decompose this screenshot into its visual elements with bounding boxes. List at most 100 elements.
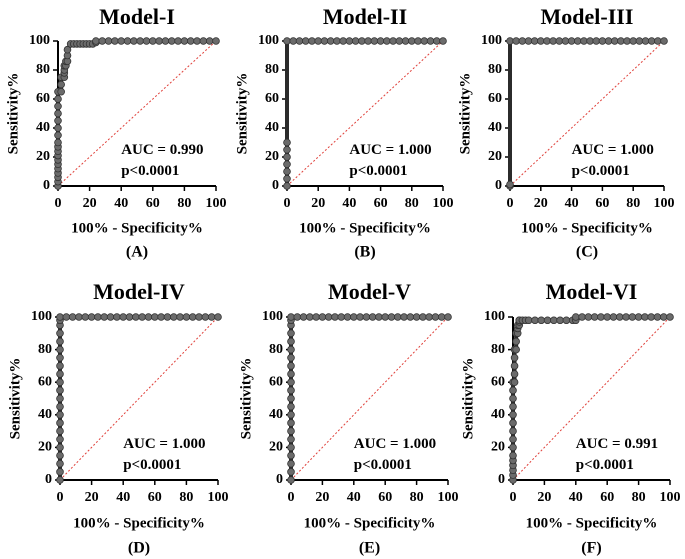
y-axis-label: Sensitivity% (5, 73, 21, 155)
roc-point (509, 427, 517, 435)
roc-point (155, 37, 163, 45)
roc-point (174, 37, 182, 45)
reference-diagonal (290, 316, 449, 481)
panel-label: (E) (359, 540, 380, 557)
roc-point (56, 435, 64, 444)
roc-point (111, 37, 119, 45)
x-tick-label: 20 (311, 196, 325, 211)
roc-point (180, 37, 189, 45)
y-tick-label: 20 (269, 440, 283, 455)
x-tick-label: 100 (438, 490, 459, 505)
roc-point (660, 37, 668, 45)
roc-point (590, 313, 599, 321)
roc-point (320, 37, 329, 45)
y-tick-label: 80 (269, 342, 283, 357)
y-tick-label: 0 (498, 472, 505, 487)
roc-point (56, 345, 64, 354)
roc-point (634, 313, 643, 321)
roc-point (431, 313, 440, 321)
roc-point (56, 427, 64, 435)
y-tick-label: 60 (38, 374, 52, 389)
y-tick-label: 40 (488, 120, 502, 135)
roc-point (314, 37, 323, 45)
roc-point (509, 394, 517, 403)
y-axis-label: Sensitivity% (460, 358, 476, 440)
roc-point (287, 337, 295, 346)
roc-point (62, 313, 71, 321)
roc-point (439, 37, 447, 45)
x-tick-label: 0 (510, 490, 517, 505)
roc-point (75, 313, 83, 321)
roc-point (283, 145, 291, 154)
roc-point (283, 37, 291, 45)
x-tick-label: 80 (626, 196, 640, 211)
roc-point (531, 316, 539, 325)
auc-annotation: AUC = 1.000 (123, 436, 205, 452)
roc-point (81, 313, 90, 321)
roc-point (104, 37, 113, 45)
roc-point (287, 345, 295, 354)
roc-point (509, 419, 517, 427)
chart-title: Model-IV (93, 279, 185, 304)
x-tick-label: 20 (315, 490, 329, 505)
y-tick-label: 60 (491, 374, 505, 389)
roc-point (54, 102, 62, 111)
roc-point (167, 37, 176, 45)
roc-point (659, 313, 668, 321)
roc-point (142, 37, 151, 45)
x-tick-label: 40 (347, 490, 361, 505)
roc-point (362, 313, 371, 321)
roc-point (287, 394, 295, 403)
roc-point (54, 116, 62, 125)
y-tick-label: 0 (45, 472, 52, 487)
x-tick-label: 20 (83, 196, 97, 211)
roc-point (337, 313, 346, 321)
roc-point (151, 313, 159, 321)
roc-point (182, 313, 191, 321)
roc-point (389, 37, 397, 45)
roc-point (653, 313, 662, 321)
roc-point (609, 313, 618, 321)
y-axis-label: Sensitivity% (457, 73, 473, 155)
roc-point (333, 37, 341, 45)
roc-point (56, 468, 64, 476)
roc-point (136, 37, 144, 45)
roc-point (157, 313, 165, 321)
roc-point (343, 313, 352, 321)
roc-point (401, 37, 410, 45)
roc-point (647, 313, 655, 321)
roc-point (287, 476, 295, 484)
x-tick-label: 40 (342, 196, 356, 211)
roc-point (287, 427, 295, 435)
auc-annotation: AUC = 1.000 (354, 436, 436, 452)
roc-point (301, 37, 310, 45)
x-tick-label: 80 (410, 490, 424, 505)
x-tick-label: 20 (85, 490, 99, 505)
roc-point (562, 316, 571, 325)
chart-title: Model-V (328, 279, 411, 304)
x-tick-label: 100 (654, 196, 675, 211)
x-tick-label: 60 (374, 196, 388, 211)
roc-point (56, 394, 64, 403)
roc-point (603, 313, 611, 321)
roc-point (406, 313, 415, 321)
x-tick-label: 80 (632, 490, 646, 505)
roc-point (56, 378, 64, 387)
roc-point (188, 313, 197, 321)
roc-point (287, 419, 295, 427)
y-tick-label: 20 (488, 149, 502, 164)
x-tick-label: 100 (660, 490, 681, 505)
roc-point (87, 313, 96, 321)
y-tick-label: 100 (258, 33, 279, 48)
x-axis-label: 100% - Specificity% (71, 220, 203, 236)
roc-point (510, 378, 519, 387)
roc-point (509, 435, 517, 444)
auc-annotation: AUC = 0.990 (121, 142, 203, 158)
roc-point (56, 386, 64, 395)
reference-diagonal (286, 40, 444, 187)
roc-point (615, 313, 624, 321)
roc-point (509, 443, 517, 452)
roc-point (56, 370, 64, 378)
x-tick-label: 40 (114, 196, 128, 211)
